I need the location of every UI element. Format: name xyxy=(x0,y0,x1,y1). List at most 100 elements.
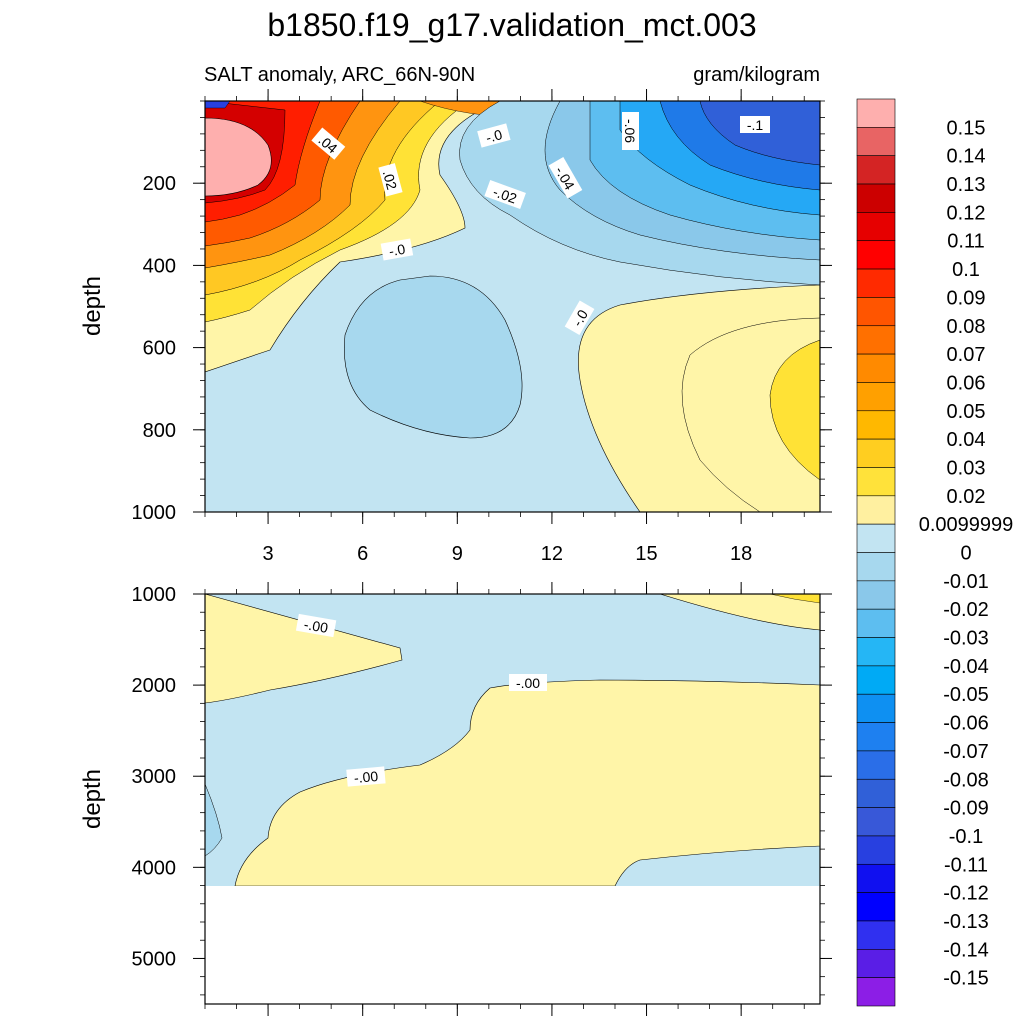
colorbar-swatch xyxy=(856,467,896,497)
y-tick-label: 4000 xyxy=(132,857,177,879)
upper-negative-012 xyxy=(205,101,231,109)
upper-deep-warm xyxy=(578,284,820,512)
contour-label: -.00 xyxy=(295,613,337,638)
y-tick-label: 600 xyxy=(143,338,176,360)
lower-upper-warm-tongue xyxy=(205,594,403,704)
colorbar-label: 0.05 xyxy=(947,401,986,423)
x-tick-label: 15 xyxy=(635,543,657,565)
contour-label: .02 xyxy=(378,163,403,197)
chart-title: b1850.f19_g17.validation_mct.003 xyxy=(267,7,756,43)
y-tick-label: 3000 xyxy=(132,766,177,788)
colorbar-swatch xyxy=(856,778,896,808)
colorbar-label: 0.06 xyxy=(947,372,986,394)
contour-label-text: -.1 xyxy=(747,117,764,133)
upper-region-max xyxy=(205,117,272,197)
colorbar-label: -0.09 xyxy=(943,798,989,820)
colorbar-label: 0.04 xyxy=(947,429,986,451)
contour-label-bg xyxy=(311,127,346,160)
colorbar-swatch xyxy=(856,552,896,582)
colorbar-label: 0.1 xyxy=(952,259,980,281)
contour-label: -.0 xyxy=(380,238,414,261)
contour-label: -.06 xyxy=(622,112,639,150)
contour-label-text: -.0 xyxy=(569,307,591,329)
colorbar-swatch xyxy=(856,807,896,837)
colorbar-label: 0.02 xyxy=(947,486,986,508)
x-tick-label: 6 xyxy=(357,543,368,565)
colorbar-swatch xyxy=(856,665,896,695)
colorbar-swatch xyxy=(856,410,896,440)
colorbar-label: -0.05 xyxy=(943,684,989,706)
contour-label-text: -.06 xyxy=(622,119,638,143)
y-tick-label: 2000 xyxy=(132,675,177,697)
colorbar-label: 0.15 xyxy=(947,117,986,139)
contour-label-bg xyxy=(740,116,770,133)
colorbar-swatch xyxy=(856,835,896,865)
colorbar-swatch xyxy=(856,353,896,383)
colorbar-swatch xyxy=(856,155,896,185)
colorbar-label: -0.03 xyxy=(943,628,989,650)
x-tick-label: 9 xyxy=(452,543,463,565)
upper-ylabel: depth xyxy=(79,276,106,336)
y-tick-label: 400 xyxy=(143,255,176,277)
colorbar-swatch xyxy=(856,382,896,412)
contour-label: -.0 xyxy=(477,123,511,148)
colorbar-swatch xyxy=(856,297,896,327)
colorbar-swatch xyxy=(856,523,896,553)
colorbar-swatch xyxy=(856,183,896,213)
upper-plot-frame xyxy=(204,100,821,513)
contour-label-bg xyxy=(380,238,414,261)
colorbar-label: 0.07 xyxy=(947,344,986,366)
lower-axes: 1000 2000 3000 4000 5000 xyxy=(132,582,832,1016)
upper-axes: 200 400 600 800 1000 xyxy=(132,89,832,524)
x-tick-label: 18 xyxy=(730,543,752,565)
contour-label-bg xyxy=(484,180,526,210)
colorbar-swatch xyxy=(856,240,896,270)
x-tick-label: 12 xyxy=(541,543,563,565)
colorbar-label: -0.06 xyxy=(943,713,989,735)
contour-label-text: -.00 xyxy=(353,768,379,786)
lower-contour-labels: -.00 -.00 -.00 xyxy=(295,613,547,787)
contour-label-bg xyxy=(509,674,547,691)
colorbar-swatch xyxy=(856,580,896,610)
contour-label-bg xyxy=(622,112,639,150)
colorbar-label: -0.07 xyxy=(943,741,989,763)
chart-subtitle-left: SALT anomaly, ARC_66N-90N xyxy=(204,64,475,86)
colorbar-label: 0.11 xyxy=(947,231,984,253)
lower-ylabel: depth xyxy=(79,769,106,829)
colorbar-label: -0.12 xyxy=(943,883,989,905)
lower-contour-fill xyxy=(205,594,820,886)
contour-label-bg xyxy=(378,163,403,197)
colorbar-swatch xyxy=(856,977,896,1007)
contour-label: -.0 xyxy=(564,300,595,335)
colorbar-swatch xyxy=(856,693,896,723)
colorbar-label: 0.03 xyxy=(947,458,986,480)
colorbar-swatch xyxy=(856,949,896,978)
upper-deep-warm-border xyxy=(681,317,820,512)
y-tick-label: 1000 xyxy=(132,502,177,524)
lower-sw-cold-sliver xyxy=(205,783,223,857)
colorbar-label: -0.14 xyxy=(943,939,989,961)
y-tick-label: 800 xyxy=(143,420,176,442)
colorbar-label: 0.13 xyxy=(947,174,986,196)
colorbar-swatch xyxy=(856,438,896,468)
colorbar-swatch xyxy=(856,495,896,525)
contour-label: -.00 xyxy=(509,674,547,691)
contour-label: -.1 xyxy=(740,116,770,133)
colorbar-swatch xyxy=(856,98,896,128)
colorbar-swatch xyxy=(856,637,896,667)
y-tick-label: 200 xyxy=(143,173,176,195)
colorbar-swatch xyxy=(856,722,896,752)
upper-panel: -.06 -.1-.04.04 -.0.02-.02-.0-.0 200400600… xyxy=(79,89,832,524)
lower-ne-warm-corner-2 xyxy=(769,594,820,604)
upper-deep-cold-blob xyxy=(344,275,523,439)
colorbar-label: 0.09 xyxy=(947,287,986,309)
colorbar-label: -0.02 xyxy=(943,599,989,621)
colorbar-label: -0.01 xyxy=(943,571,989,593)
contour-label-text: -.02 xyxy=(491,183,519,206)
contour-label-bg xyxy=(346,766,386,787)
contour-label-text: -.0 xyxy=(388,241,407,260)
contour-label: -.00 xyxy=(346,766,386,787)
colorbar-label: -0.08 xyxy=(943,769,989,791)
contour-label-text: -.00 xyxy=(516,675,540,691)
